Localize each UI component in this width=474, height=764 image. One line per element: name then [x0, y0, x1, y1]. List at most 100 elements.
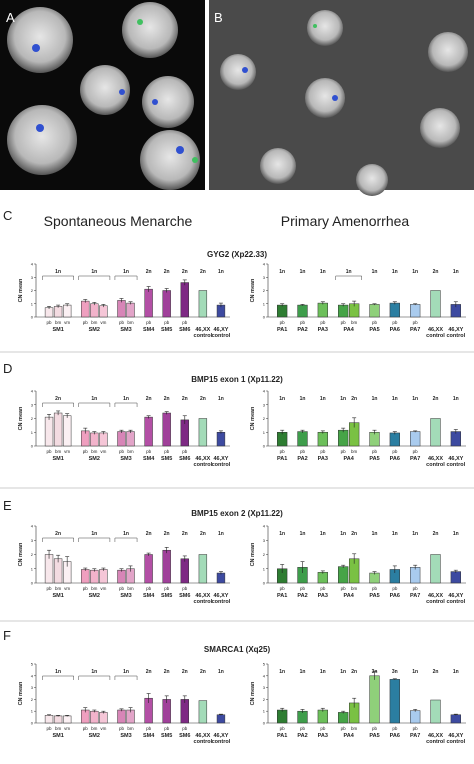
group-label-box: SM4: [142, 327, 155, 333]
cn-label: 2n: [433, 396, 439, 402]
bar: [117, 569, 126, 584]
bar-label: pb: [413, 586, 419, 591]
group-label-box: SM6: [179, 327, 190, 333]
cn-label: 1n: [91, 396, 97, 402]
bar-label: pb: [413, 449, 419, 454]
bar: [53, 306, 63, 318]
bar: [410, 710, 421, 724]
bar-label: pb: [372, 449, 378, 454]
group-label: PA6: [389, 733, 400, 739]
bar: [90, 303, 99, 318]
group-label-box: SM6: [179, 733, 190, 739]
bar-label: pb: [164, 449, 170, 454]
bar-label: pb: [300, 586, 306, 591]
bar-label: bm: [91, 449, 98, 454]
group-label: PA3: [317, 327, 328, 333]
bar: [389, 432, 400, 447]
bar-label: pb: [320, 320, 326, 325]
y-tick-label: 2: [31, 288, 34, 293]
bar: [81, 300, 90, 318]
group-label-box: SM5: [161, 733, 172, 739]
bar-label: pb: [341, 726, 347, 731]
cn-label: 1n: [300, 269, 306, 275]
group-label-box: PA2: [297, 733, 308, 739]
group-label-box: 46,XX control: [193, 456, 213, 468]
bar-label: bm: [91, 586, 98, 591]
group-label: 46,XX control: [193, 456, 213, 468]
group-label: PA5: [369, 593, 380, 599]
bar: [450, 714, 461, 724]
cn-label: 2n: [351, 669, 357, 675]
group-label: PA4: [343, 593, 354, 599]
group-label-box: PA1: [277, 327, 288, 333]
group-label: 46,XY control: [446, 327, 466, 339]
bar: [277, 304, 288, 318]
bar: [53, 412, 63, 447]
y-tick-label: 4: [263, 673, 266, 678]
bar-label: pb: [300, 320, 306, 325]
bar: [117, 431, 126, 447]
group-label: SM4: [142, 327, 155, 333]
bar: [62, 415, 72, 447]
group-label: SM6: [179, 593, 191, 599]
bar-label: pb: [280, 449, 286, 454]
y-tick-label: 4: [263, 262, 266, 267]
bar-label: pb: [372, 726, 378, 731]
bar-label: pb: [83, 320, 89, 325]
cn-label: 1n: [300, 669, 306, 675]
bar: [162, 290, 171, 318]
group-label: SM1: [52, 733, 64, 739]
group-label: SM1: [52, 593, 64, 599]
cn-label: 1n: [123, 669, 129, 675]
bar-label: pb: [300, 449, 306, 454]
group-label: PA1: [277, 327, 288, 333]
bar-label: pb: [392, 726, 398, 731]
group-label: SM4: [142, 593, 155, 599]
bar-label: vm: [64, 320, 70, 325]
bar-label: pb: [280, 320, 286, 325]
cn-label: 1n: [91, 531, 97, 537]
cn-label: 1n: [218, 669, 224, 675]
cn-label: 2n: [146, 396, 152, 402]
group-label-box: PA2: [297, 456, 307, 462]
bar-label: bm: [127, 320, 134, 325]
bar-label: pb: [341, 320, 347, 325]
bracket: [78, 402, 111, 407]
group-label-box: SM5: [161, 327, 172, 333]
y-tick-label: 3: [31, 402, 34, 407]
bracket: [114, 675, 138, 680]
bar: [297, 710, 308, 724]
cn-label: 2n: [146, 531, 152, 537]
group-label: 46,XX control: [193, 327, 213, 339]
bracket: [78, 675, 111, 680]
bar: [369, 675, 380, 724]
bracket: [335, 275, 362, 280]
group-label-box: SM2: [89, 327, 100, 333]
bar-label: pb: [146, 320, 152, 325]
cn-label: 1n: [392, 396, 398, 402]
bar: [389, 679, 400, 724]
group-label: PA1: [277, 733, 288, 739]
bar: [450, 431, 461, 447]
cn-label: 1n: [340, 396, 346, 402]
y-tick-label: 0: [263, 315, 266, 320]
y-tick-label: 0: [31, 581, 34, 586]
bar: [430, 699, 441, 724]
section-title: GYG2 (Xp22.33): [207, 250, 267, 259]
group-label-box: PA5: [369, 733, 379, 739]
bar: [450, 571, 461, 584]
bar-label: pb: [119, 320, 125, 325]
bar-label: vm: [100, 586, 106, 591]
group-label-box: PA7: [410, 593, 420, 599]
bar-label: pb: [413, 320, 419, 325]
cn-label: 3n: [392, 669, 398, 675]
group-label: PA3: [317, 733, 328, 739]
cn-label: 2n: [164, 269, 170, 275]
bar-label: bm: [55, 449, 62, 454]
group-label-box: 46,XY control: [212, 456, 231, 468]
group-label: PA2: [297, 733, 308, 739]
group-label-box: SM4: [143, 733, 154, 739]
bar: [126, 302, 135, 318]
group-label-box: PA6: [389, 733, 400, 739]
bar-label: vm: [100, 320, 106, 325]
